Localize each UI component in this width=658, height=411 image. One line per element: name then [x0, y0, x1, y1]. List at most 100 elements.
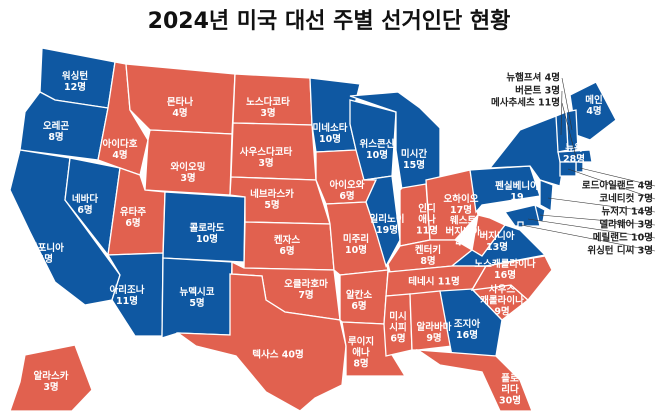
state-label: 9명 [426, 332, 441, 344]
leader-line [561, 77, 573, 131]
map-title: 2024년 미국 대선 주별 선거인단 현황 [148, 9, 511, 34]
state [383, 293, 413, 357]
state-label: 13명 [486, 241, 508, 253]
state-label: 3명 [180, 172, 195, 184]
state-label: 위스콘신 [360, 138, 395, 150]
state-label: 워싱턴 [62, 70, 88, 82]
state-label: 유타주 [120, 206, 146, 218]
callout-label: 메사추세츠 11명 [491, 97, 560, 109]
states [9, 47, 617, 411]
state-label: 인디 [418, 203, 435, 215]
state-label: 6명 [77, 204, 92, 216]
state-label: 8명 [420, 255, 435, 267]
state [557, 149, 593, 163]
state-label: 오레곤 [43, 120, 69, 132]
state-label: 미네소타 [313, 122, 348, 134]
leader-line [520, 224, 656, 252]
state-label: 16명 [494, 269, 516, 281]
state-label: 12명 [64, 81, 86, 93]
state-label: 54명 [31, 253, 53, 265]
state-label: 11명 [116, 295, 138, 307]
leader-line [579, 167, 656, 187]
callout-label: 델라웨어 3명 [599, 219, 653, 231]
state-label: 웨스트 [450, 215, 476, 227]
state-label: 일리노이 [370, 213, 405, 225]
state-label: 3명 [258, 157, 273, 169]
state-label: 조지아 [454, 318, 480, 330]
labels: 워싱턴12명오레곤8명캘리포니아54명네바다6명아이다호4명몬타나4명와이오밍3… [20, 70, 656, 407]
state-label: 캐롤라이나 [480, 295, 524, 307]
state-label: 테네시 11명 [408, 276, 460, 288]
state [439, 288, 503, 357]
state-label: 아이다호 [103, 138, 138, 150]
state-label: 네바다 [72, 193, 98, 205]
callout-label: 로드아일랜드 4명 [582, 180, 653, 192]
state [555, 111, 569, 153]
state-label: 5명 [189, 297, 204, 309]
state-label: 뉴욕 [565, 143, 583, 154]
state-label: 11명 [416, 225, 438, 237]
state [144, 129, 233, 196]
state-label: 켄터키 [415, 244, 441, 256]
state-label: 와이오밍 [171, 161, 206, 173]
state-label: 6명 [351, 300, 366, 312]
state-label: 4명 [172, 107, 187, 119]
state [363, 175, 401, 268]
state-label: 텍사스 40명 [252, 349, 304, 361]
state-label: 시피 [389, 322, 406, 334]
state-label: 오클라호마 [284, 278, 328, 290]
leader-line [561, 102, 577, 158]
state-label: 3명 [260, 107, 275, 119]
state-label: 16명 [456, 329, 478, 341]
state-label: 3명 [43, 381, 58, 393]
callout-label: 위싱턴 디씨 3명 [587, 245, 653, 257]
callout-label: 뉴햄프셔 4명 [506, 72, 560, 84]
state-label: 4명 [112, 149, 127, 161]
state-label: 5명 [264, 199, 279, 211]
state-label: 17명 [450, 204, 472, 216]
state-label: 아이오와 [330, 179, 365, 191]
state-label: 10명 [319, 133, 341, 145]
callout-label: 뉴저지 14명 [602, 206, 654, 218]
leader-line [527, 218, 656, 239]
callout-label: 메릴랜드 10명 [593, 232, 653, 244]
state [229, 176, 331, 225]
state-label: 4명 [455, 237, 470, 249]
state-label: 노스캐롤라이나 [474, 258, 535, 270]
state-label: 켄자스 [274, 234, 300, 246]
state-label: 리다 [501, 384, 519, 396]
state-label: 아리조나 [110, 284, 145, 296]
callout-label: 코네티컷 7명 [599, 193, 653, 205]
state [175, 273, 347, 411]
state [470, 255, 553, 301]
state-label: 루이지 [348, 336, 374, 348]
state-label: 오하이오 [444, 193, 479, 205]
state-label: 캘리포니아 [20, 242, 64, 254]
state [539, 179, 554, 213]
state-label: 메인 [585, 94, 602, 106]
state-label: 6명 [125, 217, 140, 229]
state-label: 4명 [586, 105, 601, 117]
state-label: 8명 [353, 358, 368, 370]
state-label: 애나 [352, 347, 370, 359]
state-label: 펜실베니아 [495, 180, 539, 192]
state-label: 콜로라도 [190, 222, 225, 234]
state-label: 15명 [403, 159, 425, 171]
state-label: 사우스 [489, 284, 515, 296]
state-label: 애나 [418, 214, 436, 226]
leader-line [547, 197, 656, 213]
state-label: 미주리 [343, 233, 369, 245]
state-label: 9명 [494, 306, 509, 318]
leader-line [567, 168, 656, 200]
state [409, 290, 453, 351]
state [425, 169, 479, 241]
leader-line [560, 90, 563, 136]
state-label: 8명 [48, 131, 63, 143]
state-label: 7명 [298, 289, 313, 301]
state-label: 10명 [345, 244, 367, 256]
state-label: 19 [510, 192, 523, 203]
state-label: 10명 [196, 233, 218, 245]
state-label: 버지니아 [480, 230, 515, 242]
state-label: 6명 [339, 190, 354, 202]
